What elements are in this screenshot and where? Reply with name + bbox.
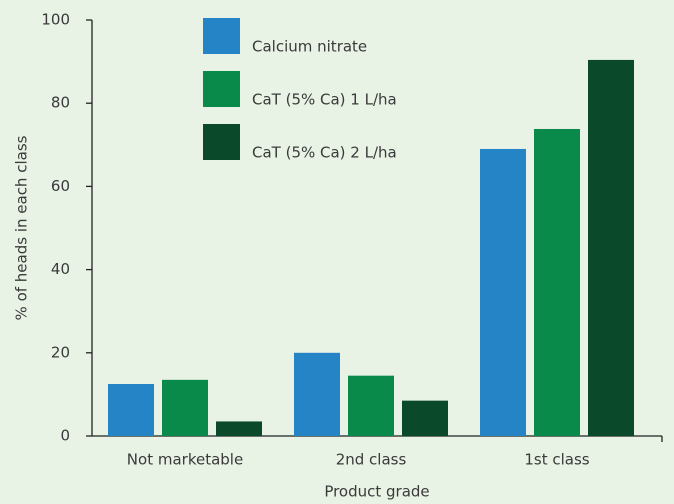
- legend-swatch: [203, 71, 240, 107]
- x-tick-label: 1st class: [524, 451, 589, 469]
- legend-label: CaT (5% Ca) 1 L/ha: [252, 91, 397, 109]
- bar: [216, 421, 262, 436]
- x-tick-label: Not marketable: [127, 451, 243, 469]
- y-tick-label: 100: [41, 11, 70, 29]
- legend-label: Calcium nitrate: [252, 38, 367, 56]
- y-tick-label: 40: [51, 260, 70, 278]
- y-axis-label: % of heads in each class: [13, 135, 31, 320]
- bar: [108, 384, 154, 436]
- bar: [162, 379, 208, 436]
- y-tick-label: 80: [51, 94, 70, 112]
- y-tick-label: 20: [51, 343, 70, 361]
- bar: [348, 375, 394, 436]
- bar: [402, 400, 448, 436]
- bar: [480, 148, 526, 436]
- legend-swatch: [203, 124, 240, 160]
- legend-label: CaT (5% Ca) 2 L/ha: [252, 144, 397, 162]
- y-tick-label: 0: [60, 427, 70, 445]
- x-tick-label: 2nd class: [336, 451, 407, 469]
- y-tick-label: 60: [51, 177, 70, 195]
- x-axis-label: Product grade: [324, 483, 429, 501]
- legend-swatch: [203, 18, 240, 54]
- bar: [294, 352, 340, 436]
- bar: [534, 128, 580, 436]
- bar: [588, 59, 634, 436]
